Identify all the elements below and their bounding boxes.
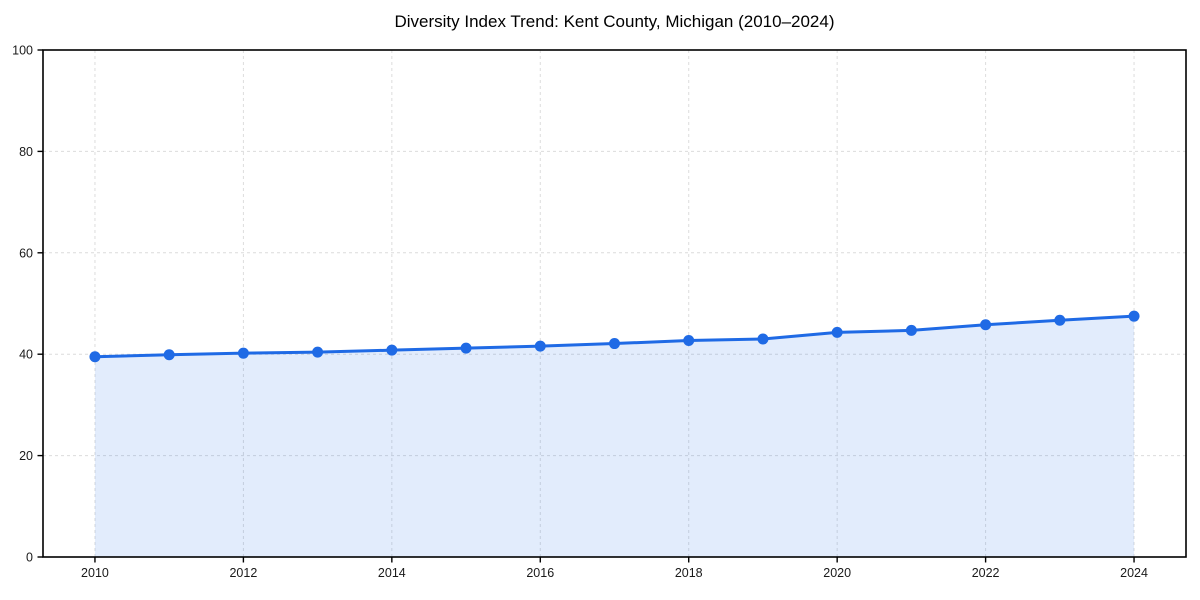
- y-tick-label: 60: [19, 246, 33, 260]
- x-tick-label: 2010: [81, 566, 109, 580]
- y-tick-label: 40: [19, 348, 33, 362]
- series-area-fill: [94, 316, 1135, 557]
- data-point-marker: [757, 333, 769, 345]
- data-point-marker: [905, 324, 917, 336]
- y-tick-label: 100: [12, 44, 33, 58]
- data-point-marker: [89, 351, 101, 363]
- data-point-marker: [163, 349, 175, 361]
- y-tick-label: 20: [19, 449, 33, 463]
- data-point-marker: [609, 338, 620, 350]
- x-tick-label: 2024: [1120, 566, 1148, 580]
- data-point-marker: [831, 326, 843, 338]
- y-tick-label: 0: [26, 551, 33, 565]
- data-point-marker: [386, 344, 398, 356]
- x-tick-label: 2014: [378, 566, 406, 580]
- data-point-marker: [980, 319, 992, 331]
- x-tick-label: 2018: [675, 566, 703, 580]
- x-tick-label: 2016: [526, 566, 554, 580]
- data-point-marker: [683, 335, 695, 347]
- data-point-marker: [312, 346, 324, 358]
- data-point-marker: [237, 347, 249, 359]
- x-tick-label: 2020: [823, 566, 851, 580]
- x-tick-label: 2012: [229, 566, 257, 580]
- data-point-marker: [1128, 310, 1140, 322]
- axes-frame: [42, 49, 1187, 558]
- data-point-marker: [1054, 314, 1066, 326]
- data-point-marker: [534, 340, 546, 352]
- data-point-marker: [460, 342, 472, 354]
- y-tick-label: 80: [19, 145, 33, 159]
- x-tick-label: 2022: [972, 566, 1000, 580]
- chart-title: Diversity Index Trend: Kent County, Mich…: [394, 12, 835, 31]
